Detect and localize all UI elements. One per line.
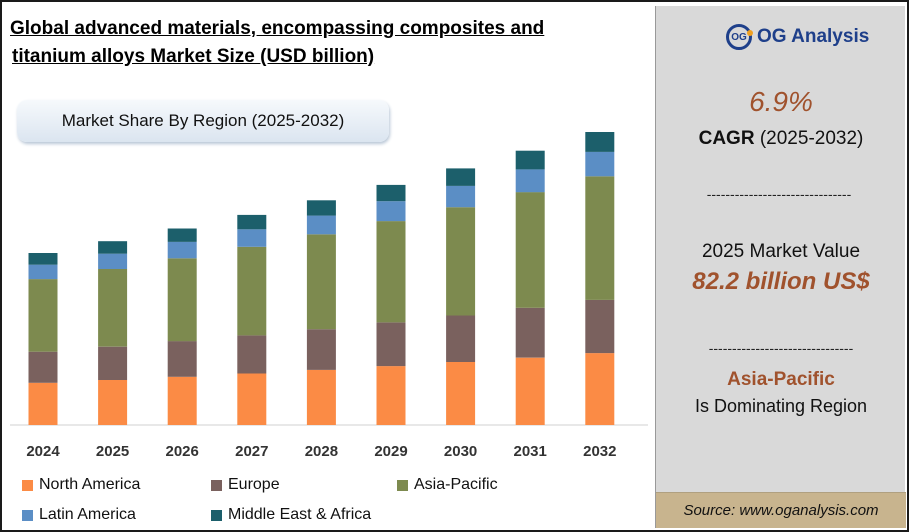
x-tick-label-2032: 2032 — [583, 443, 616, 460]
subtitle-text: Market Share By Region (2025-2032) — [61, 111, 345, 130]
x-tick-label-2027: 2027 — [235, 443, 268, 460]
legend-item-north-america: North America — [22, 476, 140, 494]
bar-north-america-2026 — [167, 376, 197, 425]
bar-asia-pacific-2032 — [585, 176, 615, 300]
bar-europe-2027 — [237, 335, 267, 374]
bar-mea-2030 — [446, 168, 476, 186]
bar-asia-pacific-2026 — [167, 258, 197, 342]
legend-label-europe: Europe — [228, 476, 280, 493]
bar-latin-america-2032 — [585, 151, 615, 177]
bar-mea-2031 — [515, 150, 545, 170]
panel-divider-1: ------------------------------- — [706, 186, 852, 202]
panel-divider-2: ------------------------------- — [708, 340, 854, 356]
bar-latin-america-2027 — [237, 229, 267, 247]
og-logo-icon: OG — [726, 24, 753, 50]
bar-latin-america-2030 — [446, 185, 476, 208]
bar-mea-2024 — [28, 253, 58, 265]
bar-north-america-2024 — [28, 382, 58, 425]
bar-north-america-2025 — [98, 380, 128, 425]
x-tick-label-2024: 2024 — [26, 443, 60, 460]
bar-asia-pacific-2025 — [98, 269, 128, 347]
bar-mea-2032 — [585, 132, 615, 152]
legend-item-mea: Middle East & Africa — [211, 506, 371, 524]
bar-north-america-2029 — [376, 366, 406, 425]
bar-mea-2026 — [167, 228, 197, 242]
market-value-label: 2025 Market Value — [701, 241, 861, 262]
chart-title-line-1: Global advanced materials, encompassing … — [10, 18, 545, 39]
x-tick-label-2029: 2029 — [374, 443, 407, 460]
bar-north-america-2032 — [585, 353, 615, 425]
x-tick-label-2031: 2031 — [514, 443, 547, 460]
bar-latin-america-2028 — [306, 215, 336, 235]
legend-swatch-north-america — [22, 479, 33, 491]
legend-label-mea: Middle East & Africa — [228, 506, 372, 523]
bar-europe-2026 — [167, 341, 197, 377]
bar-asia-pacific-2031 — [515, 192, 545, 308]
legend-label-north-america: North America — [39, 476, 141, 493]
bar-europe-2025 — [98, 346, 128, 380]
legend-label-asia-pacific: Asia-Pacific — [414, 476, 498, 493]
legend-label-latin-america: Latin America — [39, 506, 136, 523]
bar-mea-2029 — [376, 184, 406, 202]
bar-europe-2029 — [376, 322, 406, 367]
bar-asia-pacific-2030 — [446, 207, 476, 316]
bar-europe-2028 — [306, 329, 336, 370]
og-analysis-logo: OG OG Analysis — [726, 22, 886, 52]
legend-item-asia-pacific: Asia-Pacific — [397, 476, 498, 494]
bar-europe-2031 — [515, 307, 545, 358]
cagr-word: CAGR — [698, 128, 755, 149]
cagr-period: (2025-2032) — [759, 128, 864, 149]
bar-mea-2028 — [306, 200, 336, 216]
legend-item-europe: Europe — [211, 476, 280, 494]
x-tick-label-2030: 2030 — [444, 443, 477, 460]
bar-mea-2027 — [237, 214, 267, 230]
bar-north-america-2027 — [237, 373, 267, 425]
subtitle-box: Market Share By Region (2025-2032) — [17, 100, 389, 142]
legend-swatch-asia-pacific — [397, 479, 408, 491]
legend-swatch-latin-america — [22, 509, 33, 521]
bar-europe-2024 — [28, 351, 58, 383]
x-tick-label-2028: 2028 — [305, 443, 338, 460]
bar-latin-america-2024 — [28, 264, 58, 280]
bar-latin-america-2029 — [376, 201, 406, 222]
bar-latin-america-2025 — [98, 253, 128, 269]
bar-mea-2025 — [98, 241, 128, 254]
bar-north-america-2030 — [446, 362, 476, 425]
legend-item-latin-america: Latin America — [22, 506, 136, 524]
dominating-region-name: Asia-Pacific — [727, 369, 835, 390]
market-value: 82.2 billion US$ — [692, 268, 870, 295]
bar-europe-2032 — [585, 299, 615, 354]
bar-europe-2030 — [446, 315, 476, 362]
dominating-region-label: Is Dominating Region — [694, 396, 868, 416]
x-tick-label-2025: 2025 — [96, 443, 129, 460]
stacked-bar-chart: 2024 2025 2026 2027 2028 2029 2030 2031 2032 — [10, 132, 648, 460]
cagr-value: 6.9% — [749, 86, 813, 117]
x-tick-label-2026: 2026 — [166, 443, 199, 460]
logo-text: OG Analysis — [757, 26, 870, 47]
cagr-label: CAGR (2025-2032) — [656, 128, 906, 150]
legend-swatch-europe — [211, 479, 222, 491]
bar-asia-pacific-2029 — [376, 221, 406, 323]
bar-latin-america-2031 — [515, 169, 545, 193]
bar-asia-pacific-2024 — [28, 279, 58, 352]
summary-panel: OG OG Analysis 6.9% CAGR (2025-2032) ---… — [655, 6, 906, 528]
bar-north-america-2031 — [515, 357, 545, 425]
source-footer: Source: www.oganalysis.com — [656, 492, 906, 528]
chart-title-line-2: titanium alloys Market Size (USD billion… — [12, 46, 375, 67]
bar-asia-pacific-2027 — [237, 246, 267, 336]
bar-asia-pacific-2028 — [306, 234, 336, 330]
bar-latin-america-2026 — [167, 242, 197, 259]
bar-north-america-2028 — [306, 369, 336, 425]
legend-swatch-mea — [211, 509, 222, 521]
